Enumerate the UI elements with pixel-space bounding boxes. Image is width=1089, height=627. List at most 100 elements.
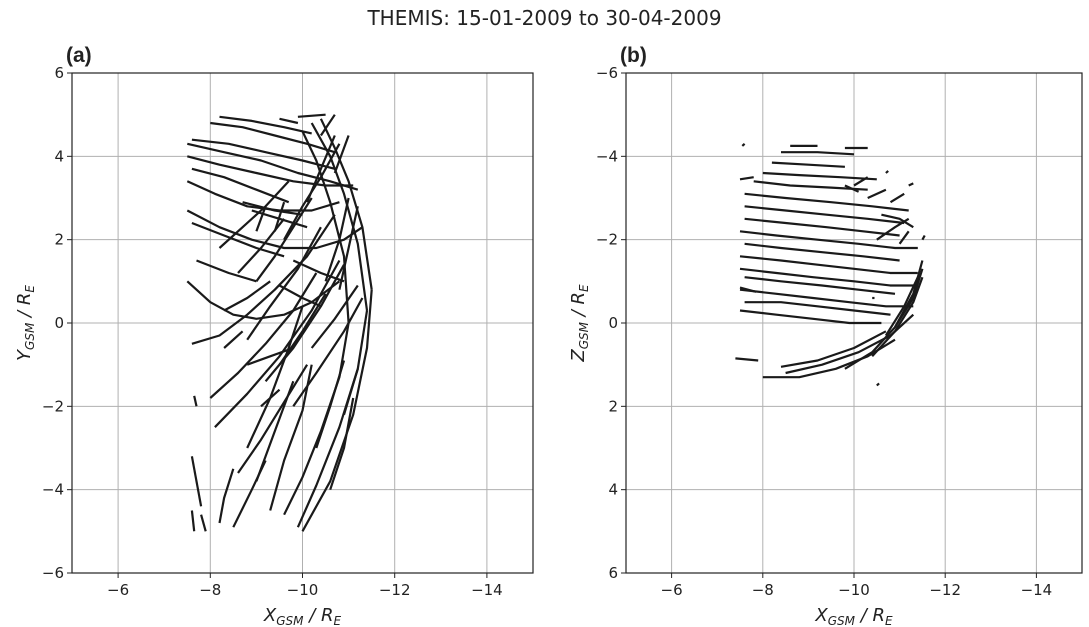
x-tick-label: −6: [107, 581, 129, 599]
trajectory-segment: [867, 188, 887, 200]
trajectory-segment: [255, 205, 267, 232]
trajectory-segment: [278, 293, 327, 366]
trajectory-segment: [187, 142, 359, 191]
trajectory-segment: [310, 122, 369, 311]
trajectory-segment: [744, 205, 905, 225]
trajectory-segment: [223, 280, 271, 312]
x-tick-label: −8: [199, 581, 221, 599]
trajectory-segment: [744, 242, 900, 262]
trajectory-segment: [324, 197, 350, 282]
trajectory-segment: [264, 264, 345, 383]
trajectory-segment: [744, 276, 896, 295]
trajectory-segment: [218, 180, 290, 249]
trajectory-segment: [292, 297, 364, 407]
x-axis-label: XGSM​ / RE​: [263, 605, 342, 627]
trajectory-segment: [279, 117, 299, 125]
trajectory-segment: [193, 395, 198, 407]
trajectory-segment: [342, 368, 359, 416]
trajectory-segment: [301, 289, 373, 532]
y-tick-label: −4: [596, 147, 618, 165]
trajectory-segment: [894, 260, 924, 328]
trajectory-segment: [739, 230, 918, 250]
trajectory-segment: [190, 456, 203, 507]
trajectory-segment: [785, 313, 915, 375]
trajectory-segment: [310, 284, 359, 349]
trajectory-segment: [296, 310, 369, 528]
panel-a-plot: −6 −8 −10 −12 −14 −6 −4 −2 0 2 4 6 XGSM​ / RE​ YGSM​ …: [14, 64, 534, 627]
y-tick-label: 0: [54, 314, 64, 332]
x-tick-label: −10: [838, 581, 870, 599]
trajectory-segment: [762, 338, 896, 379]
trajectory-segment: [885, 170, 889, 174]
trajectory-segment: [889, 192, 905, 204]
trajectory-segment: [191, 221, 285, 258]
trajectory-segment: [191, 167, 290, 204]
x-tick-label: −14: [1021, 581, 1053, 599]
trajectory-segment: [329, 397, 355, 491]
trajectory-segment: [881, 213, 914, 229]
trajectory-segment: [780, 330, 887, 368]
x-tick-label: −6: [661, 581, 683, 599]
trajectory-segment: [246, 305, 304, 449]
y-tick-label: −2: [42, 397, 64, 415]
panel-b-plot: −6 −8 −10 −12 −14 −6 −4 −2 0 2 4 6 XGSM​ / RE​ ZGSM​ …: [568, 64, 1083, 627]
trajectory-segment: [741, 142, 746, 147]
trajectory-segment: [315, 360, 346, 449]
y-tick-label: 0: [608, 314, 618, 332]
trajectory-segment: [871, 276, 924, 358]
trajectory-segment: [876, 382, 880, 387]
y-tick-label: −6: [42, 564, 64, 582]
trajectory-segment: [260, 388, 281, 408]
trajectory-segment: [232, 460, 267, 528]
trajectory-segment: [744, 301, 891, 316]
trajectory-segment: [251, 209, 308, 229]
y-tick-label: −6: [596, 64, 618, 82]
trajectory-segment: [219, 115, 312, 135]
figure-title: THEMIS: 15-01-2009 to 30-04-2009: [367, 6, 722, 30]
trajectory-segment: [190, 510, 196, 532]
y-tick-label: 4: [608, 481, 618, 499]
trajectory-segment: [196, 259, 257, 283]
trajectory-segment: [297, 113, 326, 118]
trajectory-segment: [921, 234, 926, 241]
x-tick-label: −12: [379, 581, 411, 599]
trajectory-segment: [735, 357, 759, 362]
y-tick-label: 2: [54, 231, 64, 249]
y-axis-label: ZGSM​ / RE​: [568, 284, 591, 363]
trajectory-segment: [333, 135, 350, 174]
trajectory-segment: [739, 286, 757, 293]
trajectory-segment: [306, 135, 336, 203]
trajectory-segment: [781, 151, 855, 156]
x-tick-label: −10: [287, 581, 319, 599]
x-tick-label: −8: [752, 581, 774, 599]
panel-b-label: (b): [620, 44, 647, 67]
trajectory-segment: [338, 206, 359, 290]
trajectory-segment: [744, 192, 909, 212]
trajectory-segment: [319, 118, 373, 290]
trajectory-segment: [186, 209, 364, 250]
trajectory-segment: [739, 309, 882, 325]
trajectory-segment: [301, 130, 350, 324]
y-tick-label: −2: [596, 231, 618, 249]
trajectory-segment: [278, 284, 322, 308]
trajectory-segment: [739, 267, 918, 287]
y-tick-label: 4: [54, 147, 64, 165]
panel-a-label: (a): [66, 44, 92, 67]
trajectory-segment: [242, 201, 303, 216]
trajectory-segment: [191, 138, 336, 170]
trajectory-segment: [771, 161, 845, 168]
x-axis-label: XGSM​ / RE​: [814, 605, 893, 627]
trajectory-segment: [273, 201, 286, 232]
trajectory-segment: [908, 182, 914, 187]
trajectory-segment: [884, 276, 919, 337]
trajectory-segment: [762, 171, 877, 181]
y-tick-label: 2: [608, 397, 618, 415]
trajectory-segment: [744, 217, 900, 237]
x-tick-label: −12: [929, 581, 961, 599]
trajectory-segment: [210, 121, 336, 154]
trajectory-segment: [246, 346, 294, 366]
trajectory-segment: [214, 259, 341, 428]
trajectory-segment: [223, 330, 244, 349]
trajectory-segment: [200, 514, 207, 532]
